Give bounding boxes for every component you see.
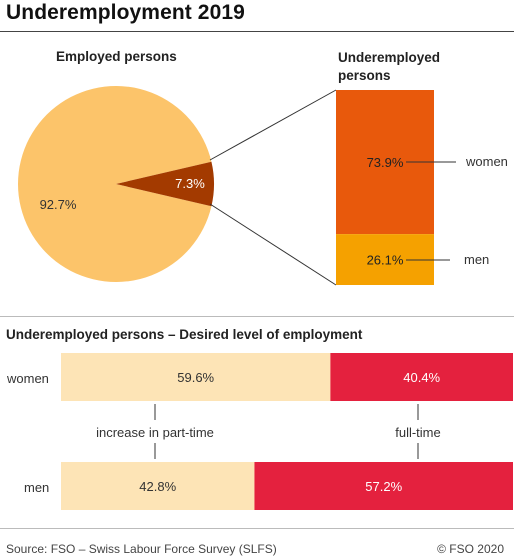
section-divider [0,316,514,317]
stack-men-label: men [464,252,490,267]
footer-source: Source: FSO – Swiss Labour Force Survey … [6,542,277,556]
bar-part-time-men [61,462,255,510]
stack-subtitle-line1: Underemployed [338,50,441,65]
row-label-women: women [7,371,49,386]
stack-value-women: 73.9% [367,155,404,170]
bar-label-full-time-women: 40.4% [403,370,440,385]
footer-copyright: © FSO 2020 [437,542,504,556]
desired-level-chart: 59.6% 40.4% 42.8% 57.2% [61,353,513,510]
bar-full-time-women [330,353,513,401]
pie-label-small: 7.3% [175,176,205,191]
footer-divider [0,528,514,529]
stack-subtitle: Underemployed persons [338,49,440,85]
stack-value-men: 26.1% [367,253,404,268]
pie-slice-large [18,85,212,282]
stacked-bar: 73.9% 26.1% [336,90,434,285]
row-label-men: men [24,480,50,495]
bar-full-time-men [254,462,513,510]
underemployment-chart: 92.7% 7.3% 73.9% 26.1% [18,85,456,286]
pie-label-large: 92.7% [40,197,77,212]
stack-subtitle-line2: persons [338,68,391,83]
part-time-caption: increase in part-time [96,425,214,440]
pie-subtitle: Employed persons [56,49,177,64]
bar-part-time-women [61,353,331,401]
pie-chart: 92.7% 7.3% [18,85,214,282]
bar-label-part-time-women: 59.6% [177,370,214,385]
bar-label-part-time-men: 42.8% [139,479,176,494]
desired-subtitle: Underemployed persons – Desired level of… [6,327,363,342]
pie-slice-small [116,161,214,207]
stack-women-label: women [466,154,508,169]
page-title: Underemployment 2019 [6,1,245,24]
desired-bars: 59.6% 40.4% 42.8% 57.2% [61,353,513,510]
connector-line-bottom [209,203,337,286]
connector-line-top [209,89,337,161]
title-divider [0,31,514,32]
full-time-caption: full-time [395,425,441,440]
bar-label-full-time-men: 57.2% [365,479,402,494]
